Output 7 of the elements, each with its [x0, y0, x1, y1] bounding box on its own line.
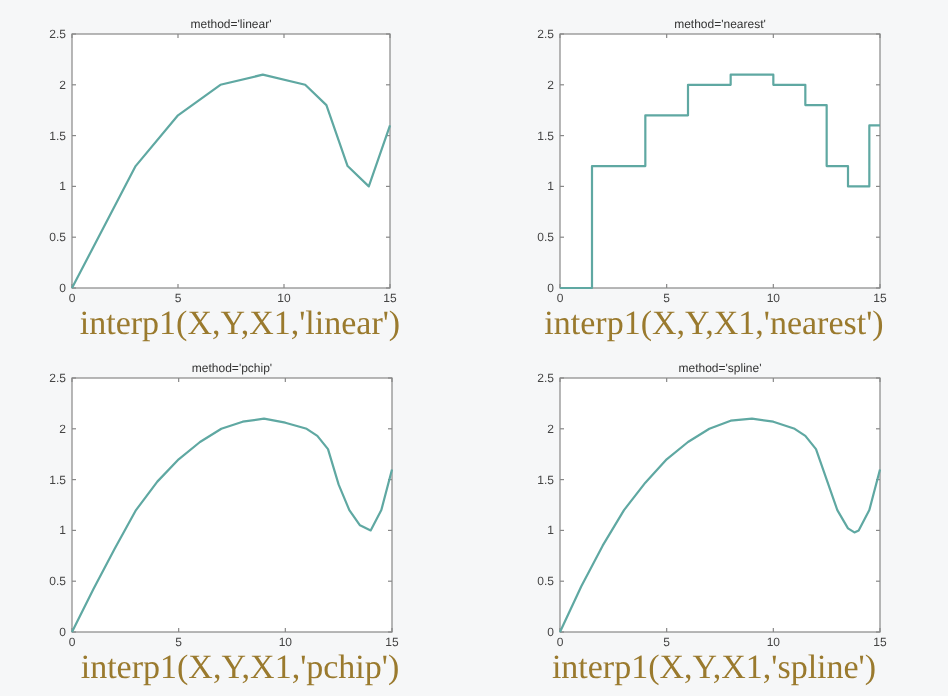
text: interp1(X,Y,X1,'spline'): [551, 648, 877, 686]
line-series: [558, 417, 882, 634]
line-series: [70, 73, 392, 290]
text: interp1(X,Y,X1,'nearest'): [544, 304, 884, 342]
text: interp1(X,Y,X1,'linear'): [79, 304, 401, 342]
line-series: [70, 417, 394, 634]
text: interp1(X,Y,X1,'pchip'): [80, 648, 400, 686]
